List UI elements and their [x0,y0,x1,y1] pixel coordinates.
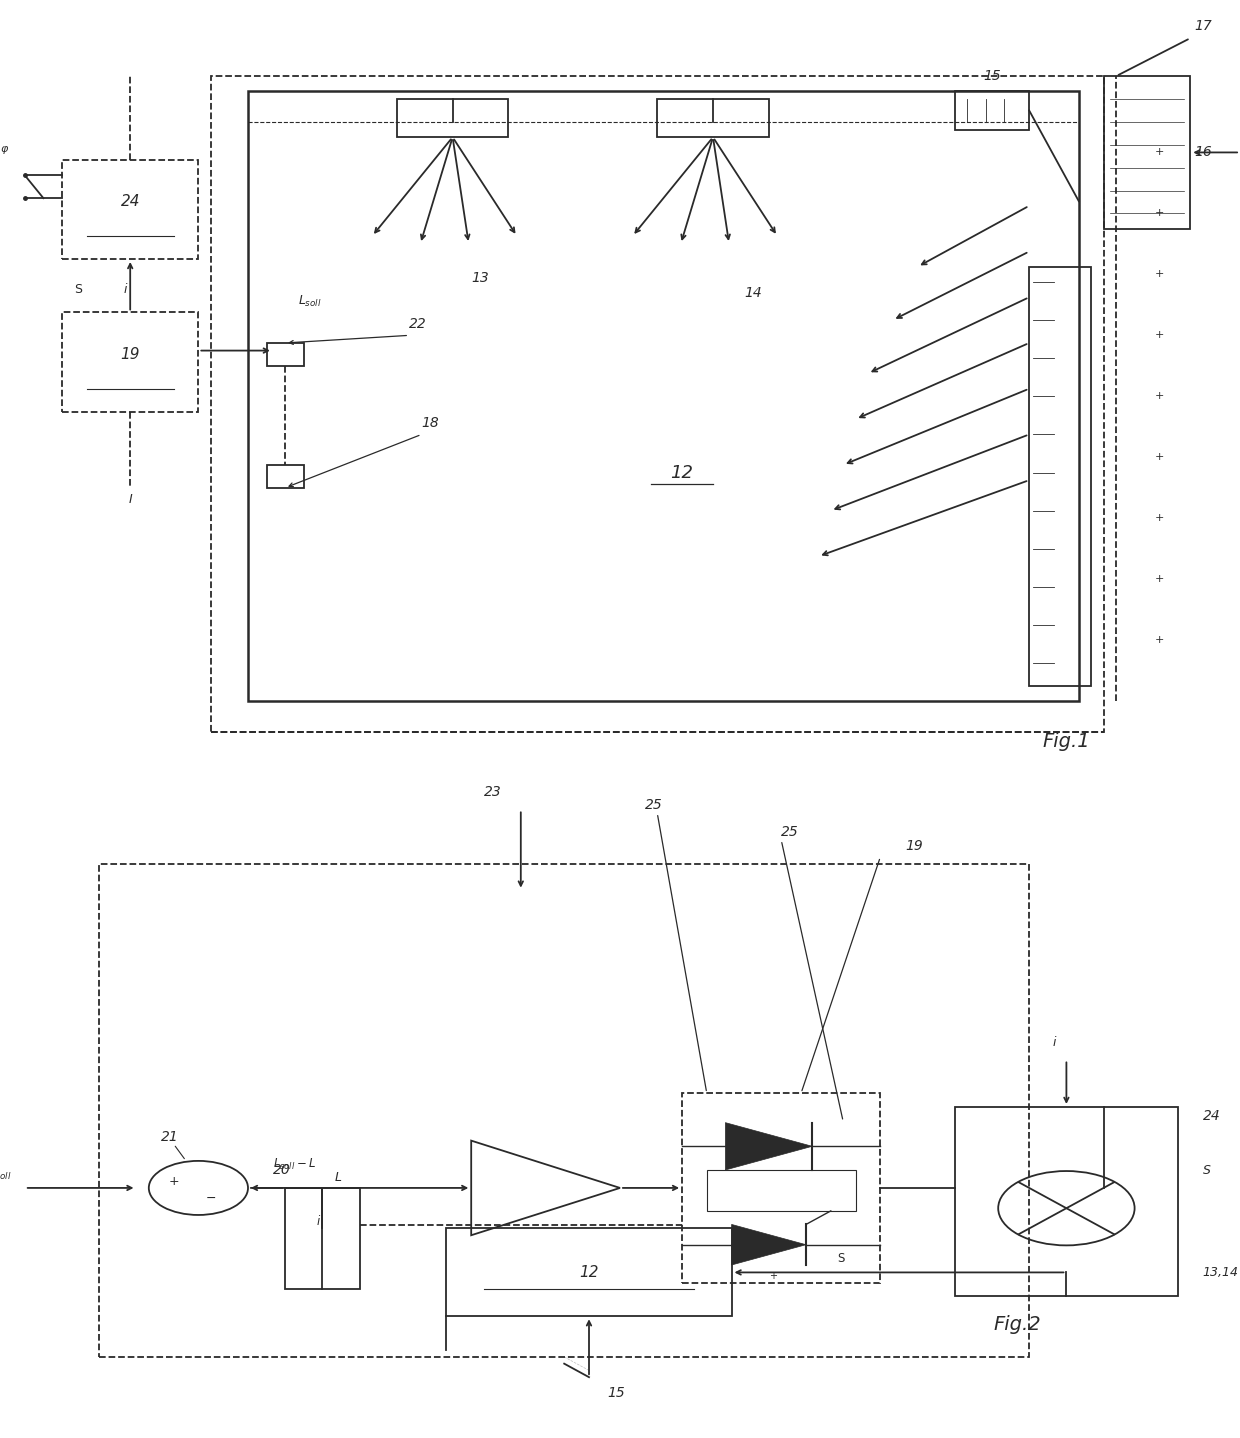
Text: S: S [837,1252,844,1265]
Bar [1104,76,1190,229]
Text: S: S [74,283,82,296]
Text: +: + [1154,453,1164,462]
Text: +: + [1154,391,1164,401]
Text: 12: 12 [671,463,693,482]
Text: $L_{soll}-L$: $L_{soll}-L$ [273,1156,316,1172]
Text: +: + [1154,209,1164,219]
Text: +: + [1154,148,1164,157]
Text: 15: 15 [983,69,1001,83]
Text: 24: 24 [120,194,140,210]
Text: +: + [1154,331,1164,341]
Bar [397,99,508,137]
Text: $L_{soll}$: $L_{soll}$ [0,1166,12,1182]
Text: 25: 25 [645,798,662,812]
Text: 15: 15 [608,1386,625,1401]
Bar [285,1188,360,1290]
Text: 25: 25 [781,825,799,840]
Bar [682,1093,880,1283]
Text: 19: 19 [905,838,923,853]
Text: 13,14: 13,14 [1203,1265,1239,1278]
Text: 21: 21 [161,1130,179,1143]
Text: i: i [1053,1035,1055,1048]
Text: +: + [769,1271,776,1281]
Bar [657,99,769,137]
Bar [267,344,304,365]
Text: 13: 13 [471,270,489,285]
Text: Fig.1: Fig.1 [1043,732,1090,751]
Text: L: L [335,1171,342,1183]
Text: 17: 17 [1194,20,1211,33]
Text: $L_{soll}$: $L_{soll}$ [298,293,321,309]
Text: +: + [1154,636,1164,646]
Text: 24: 24 [1203,1109,1220,1123]
Text: 20: 20 [273,1163,290,1178]
Text: i: i [316,1215,320,1228]
Text: +: + [1154,513,1164,523]
Bar [62,160,198,259]
Text: $\varphi$: $\varphi$ [0,144,9,157]
Text: +: + [1154,269,1164,279]
Bar [267,464,304,487]
Text: 19: 19 [120,347,140,362]
Text: 18: 18 [422,416,439,430]
Text: 14: 14 [744,286,761,301]
Bar [955,92,1029,129]
Text: −: − [206,1192,216,1205]
Text: 12: 12 [579,1265,599,1280]
Text: i: i [124,283,128,296]
Bar [62,312,198,411]
Bar [1029,266,1091,686]
Text: Fig.2: Fig.2 [993,1314,1040,1334]
Text: I: I [128,493,133,506]
Bar [446,1228,732,1316]
Polygon shape [732,1224,806,1265]
Polygon shape [725,1123,812,1171]
Text: +: + [169,1175,179,1188]
Bar [955,1107,1178,1296]
Text: 16: 16 [1194,145,1211,160]
Text: +: + [1154,574,1164,584]
Bar [707,1171,856,1211]
Text: 23: 23 [484,785,501,800]
Text: S: S [1203,1165,1210,1178]
Text: 22: 22 [409,316,427,331]
